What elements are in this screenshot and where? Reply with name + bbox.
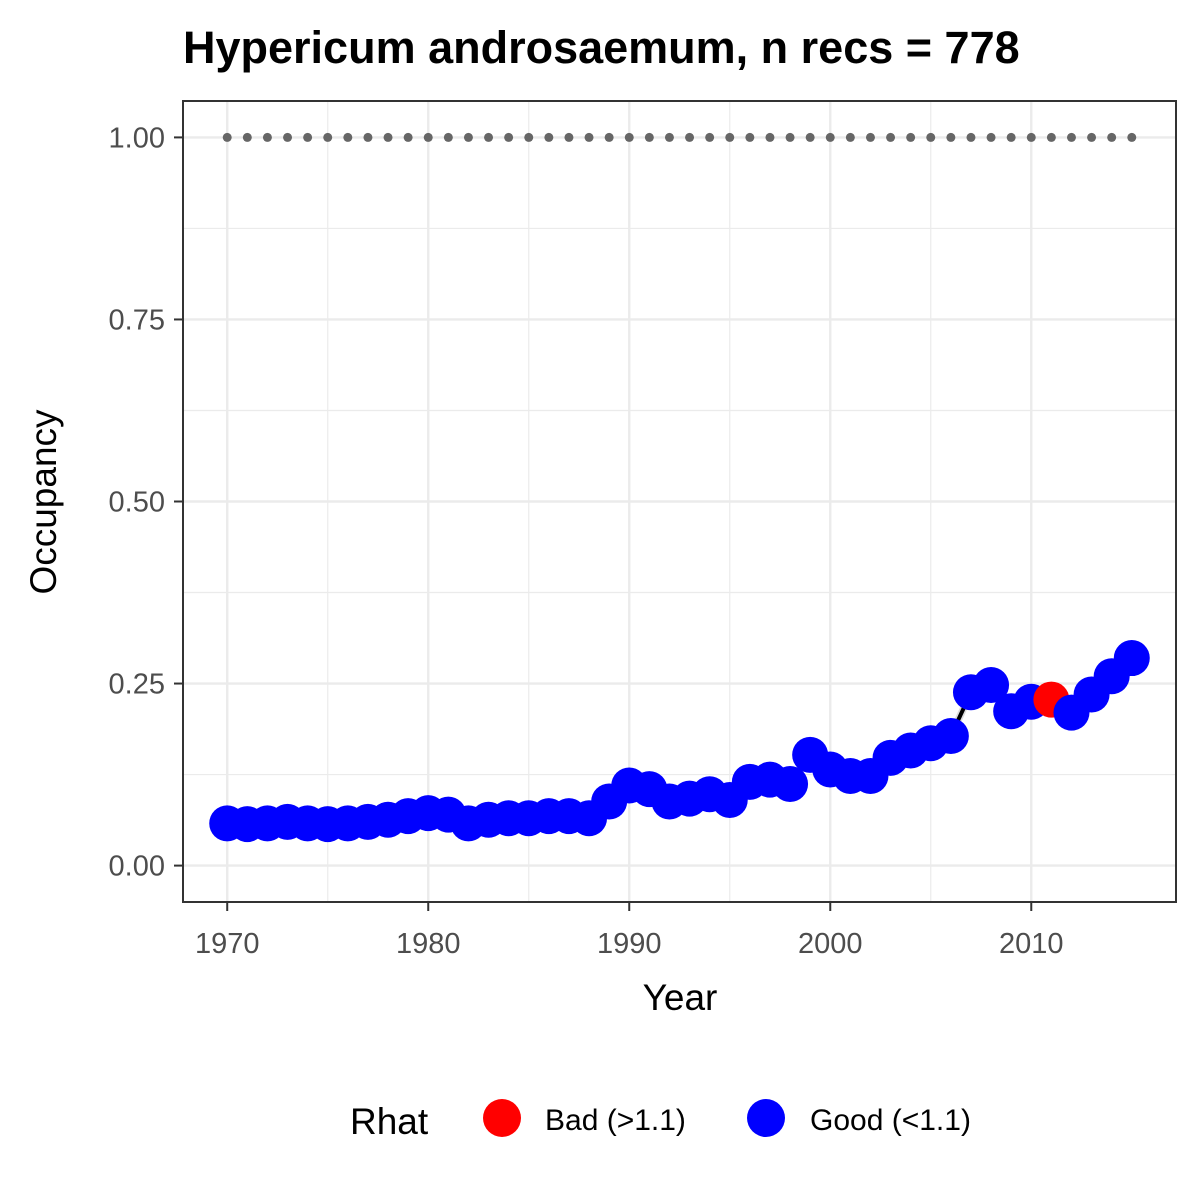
reference-dot	[644, 132, 654, 142]
x-tick-label: 2010	[999, 928, 1064, 960]
data-point-good	[973, 667, 1010, 704]
data-point-good	[1113, 640, 1150, 677]
y-axis: 0.00 0.25 0.50 0.75 1.00	[109, 122, 183, 883]
reference-dot	[825, 132, 835, 142]
reference-dot	[423, 132, 433, 142]
data-point-good	[932, 717, 969, 754]
reference-dot	[1107, 132, 1117, 142]
x-tick-label: 1980	[396, 928, 461, 960]
reference-dot	[664, 132, 674, 142]
reference-dot	[1026, 132, 1036, 142]
legend-title: Rhat	[350, 1101, 429, 1142]
reference-dot	[906, 132, 916, 142]
legend-bad-label: Bad (>1.1)	[545, 1104, 686, 1137]
reference-dot	[886, 132, 896, 142]
x-tick-label: 1990	[597, 928, 662, 960]
data-points	[209, 640, 1150, 843]
y-tick-label: 0.00	[109, 851, 165, 883]
y-tick-label: 0.25	[109, 669, 165, 701]
reference-dot	[1127, 132, 1137, 142]
reference-dot	[383, 132, 393, 142]
reference-dot	[343, 132, 353, 142]
x-axis: 1970 1980 1990 2000 2010	[195, 902, 1064, 960]
reference-dot	[765, 132, 775, 142]
reference-dot	[705, 132, 715, 142]
reference-dot	[222, 132, 232, 142]
reference-dot	[805, 132, 815, 142]
reference-dot	[745, 132, 755, 142]
reference-dot	[544, 132, 554, 142]
reference-line	[222, 132, 1137, 142]
reference-dot	[262, 132, 272, 142]
reference-dot	[685, 132, 695, 142]
reference-dot	[484, 132, 494, 142]
reference-dot	[865, 132, 875, 142]
chart-title: Hypericum androsaemum, n recs = 778	[183, 22, 1020, 73]
legend-good-key	[747, 1099, 785, 1137]
legend: Rhat Bad (>1.1) Good (<1.1)	[350, 1099, 971, 1142]
y-axis-title: Occupancy	[23, 409, 64, 595]
legend-bad-key	[483, 1099, 521, 1137]
reference-dot	[403, 132, 413, 142]
reference-dot	[283, 132, 293, 142]
reference-dot	[524, 132, 534, 142]
y-tick-label: 1.00	[109, 122, 165, 154]
reference-dot	[463, 132, 473, 142]
y-tick-label: 0.50	[109, 487, 165, 519]
reference-dot	[303, 132, 313, 142]
reference-dot	[504, 132, 514, 142]
reference-dot	[584, 132, 594, 142]
legend-good-label: Good (<1.1)	[810, 1104, 971, 1137]
reference-dot	[986, 132, 996, 142]
reference-dot	[624, 132, 634, 142]
reference-dot	[1046, 132, 1056, 142]
reference-dot	[604, 132, 614, 142]
reference-dot	[946, 132, 956, 142]
x-tick-label: 2000	[798, 928, 863, 960]
reference-dot	[443, 132, 453, 142]
data-point-good	[772, 766, 809, 803]
reference-dot	[1006, 132, 1016, 142]
x-axis-title: Year	[643, 977, 718, 1018]
y-tick-label: 0.75	[109, 304, 165, 336]
x-tick-label: 1970	[195, 928, 260, 960]
reference-dot	[966, 132, 976, 142]
reference-dot	[242, 132, 252, 142]
reference-dot	[926, 132, 936, 142]
grid-minor	[183, 101, 1176, 902]
reference-dot	[785, 132, 795, 142]
reference-dot	[1066, 132, 1076, 142]
reference-dot	[564, 132, 574, 142]
reference-dot	[845, 132, 855, 142]
reference-dot	[1087, 132, 1097, 142]
reference-dot	[363, 132, 373, 142]
grid-major	[183, 101, 1176, 902]
reference-dot	[725, 132, 735, 142]
reference-dot	[323, 132, 333, 142]
